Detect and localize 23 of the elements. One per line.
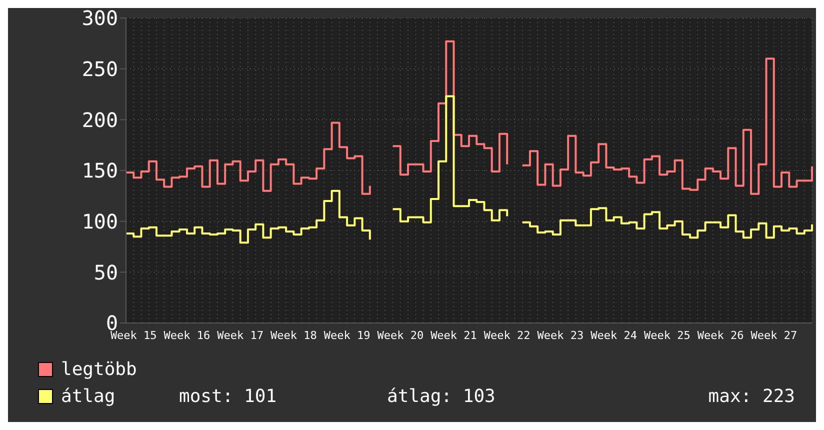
- x-tick-label: Week 21: [430, 328, 477, 342]
- y-tick-label: 150: [82, 158, 118, 183]
- y-tick-label: 300: [82, 6, 118, 30]
- y-tick-label: 250: [82, 56, 118, 81]
- legend-label: átlag: [61, 386, 116, 407]
- text: most: 101: [179, 386, 278, 407]
- y-tick-label: 50: [94, 260, 118, 284]
- text: max: 223: [707, 386, 795, 407]
- text: átlag: 103: [387, 386, 496, 407]
- x-tick-label: Week 24: [590, 328, 638, 342]
- x-tick-label: Week 16: [164, 328, 210, 342]
- x-tick-label: Week 22: [484, 328, 530, 342]
- x-tick-label: Week 23: [537, 328, 584, 342]
- x-tick-label: Week 19: [324, 328, 370, 342]
- x-tick-label: Week 18: [270, 328, 317, 342]
- x-tick-label: Week 17: [217, 328, 264, 342]
- x-tick-label: Week 20: [377, 328, 424, 342]
- x-tick-label: Week 25: [644, 328, 690, 342]
- x-tick-label: Week 26: [697, 328, 744, 342]
- x-tick-label: Week 27: [750, 328, 798, 342]
- y-tick-label: 100: [82, 209, 118, 234]
- legend-label: legtöbb: [61, 359, 138, 380]
- y-tick-label: 200: [82, 108, 118, 132]
